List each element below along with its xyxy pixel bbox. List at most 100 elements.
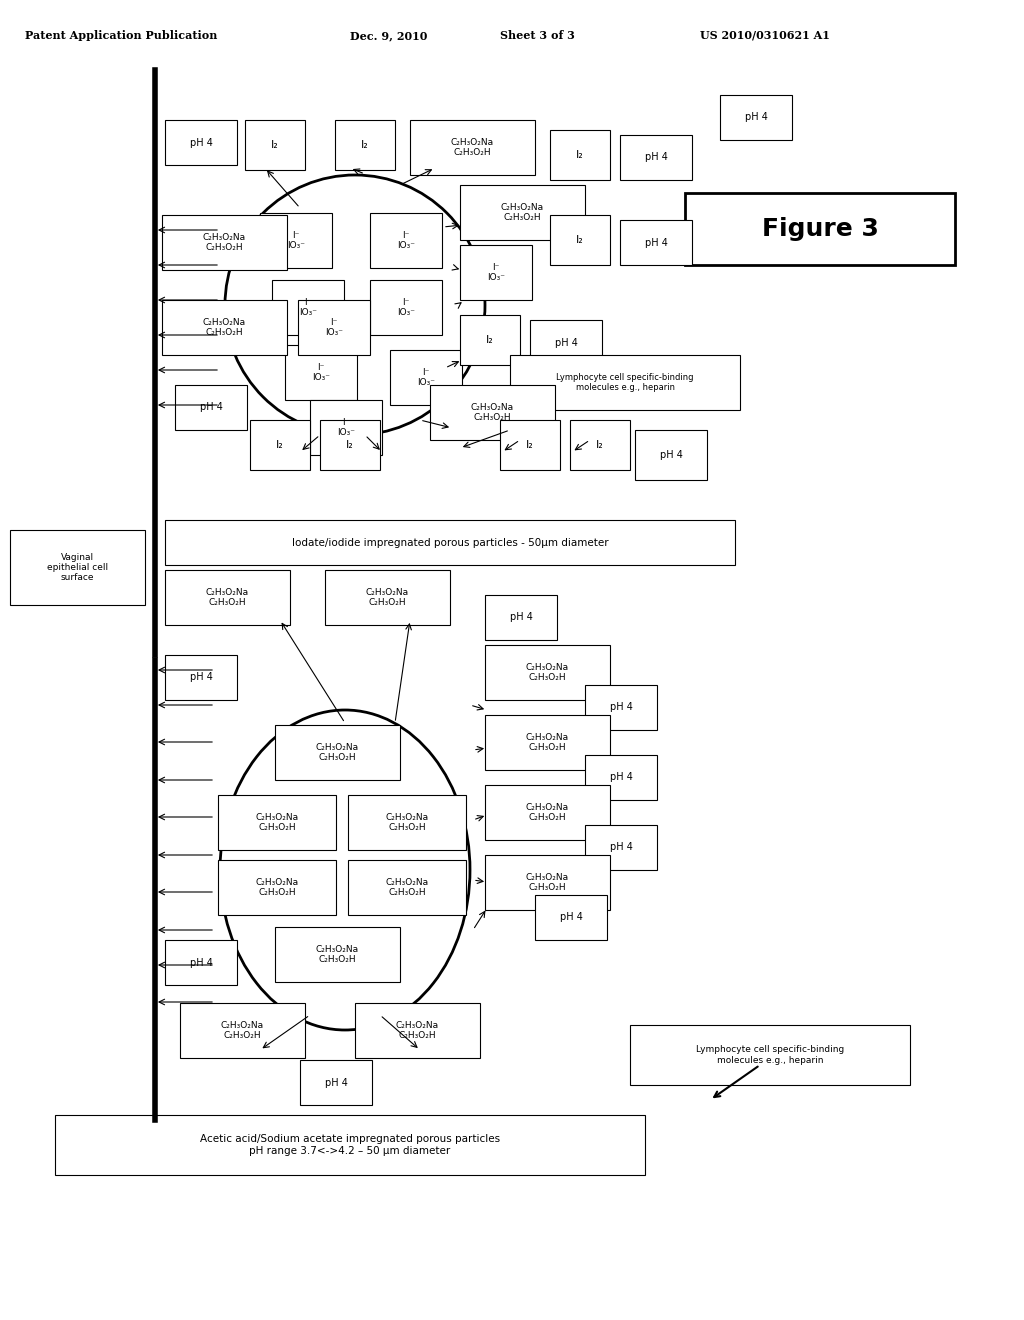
Text: Sheet 3 of 3: Sheet 3 of 3 — [500, 30, 574, 41]
FancyBboxPatch shape — [485, 855, 610, 909]
Text: pH 4: pH 4 — [555, 338, 578, 347]
Text: I₂: I₂ — [346, 440, 354, 450]
Text: pH 4: pH 4 — [744, 112, 767, 123]
Text: C₂H₃O₂Na
C₂H₃O₂H: C₂H₃O₂Na C₂H₃O₂H — [526, 733, 569, 752]
FancyBboxPatch shape — [485, 645, 610, 700]
FancyBboxPatch shape — [175, 385, 247, 430]
FancyBboxPatch shape — [325, 570, 450, 624]
FancyBboxPatch shape — [390, 350, 462, 405]
Text: I⁻
IO₃⁻: I⁻ IO₃⁻ — [397, 298, 415, 317]
FancyBboxPatch shape — [510, 355, 740, 411]
FancyBboxPatch shape — [285, 345, 357, 400]
Text: pH 4: pH 4 — [644, 153, 668, 162]
Text: C₂H₃O₂Na
C₂H₃O₂H: C₂H₃O₂Na C₂H₃O₂H — [501, 203, 544, 222]
Text: I⁻
IO₃⁻: I⁻ IO₃⁻ — [325, 318, 343, 337]
FancyBboxPatch shape — [218, 795, 336, 850]
FancyBboxPatch shape — [162, 215, 287, 271]
Text: C₂H₃O₂Na
C₂H₃O₂H: C₂H₃O₂Na C₂H₃O₂H — [206, 587, 249, 607]
FancyBboxPatch shape — [245, 120, 305, 170]
FancyBboxPatch shape — [550, 129, 610, 180]
Text: I⁻
IO₃⁻: I⁻ IO₃⁻ — [312, 363, 330, 383]
FancyBboxPatch shape — [410, 120, 535, 176]
FancyBboxPatch shape — [335, 120, 395, 170]
Text: C₂H₃O₂Na
C₂H₃O₂H: C₂H₃O₂Na C₂H₃O₂H — [471, 403, 514, 422]
FancyBboxPatch shape — [485, 785, 610, 840]
Text: pH 4: pH 4 — [659, 450, 682, 459]
Text: I⁻
IO₃⁻: I⁻ IO₃⁻ — [299, 298, 317, 317]
Text: pH 4: pH 4 — [609, 702, 633, 713]
FancyBboxPatch shape — [165, 120, 237, 165]
Text: US 2010/0310621 A1: US 2010/0310621 A1 — [700, 30, 829, 41]
FancyBboxPatch shape — [260, 213, 332, 268]
Text: C₂H₃O₂Na
C₂H₃O₂H: C₂H₃O₂Na C₂H₃O₂H — [396, 1020, 439, 1040]
Text: C₂H₃O₂Na
C₂H₃O₂H: C₂H₃O₂Na C₂H₃O₂H — [203, 232, 246, 252]
FancyBboxPatch shape — [348, 861, 466, 915]
Text: C₂H₃O₂Na
C₂H₃O₂H: C₂H₃O₂Na C₂H₃O₂H — [221, 1020, 264, 1040]
Text: C₂H₃O₂Na
C₂H₃O₂H: C₂H₃O₂Na C₂H₃O₂H — [316, 945, 359, 964]
FancyBboxPatch shape — [355, 1003, 480, 1059]
FancyBboxPatch shape — [685, 193, 955, 265]
Text: C₂H₃O₂Na
C₂H₃O₂H: C₂H₃O₂Na C₂H₃O₂H — [451, 137, 494, 157]
Text: I⁻
IO₃⁻: I⁻ IO₃⁻ — [397, 231, 415, 251]
FancyBboxPatch shape — [272, 280, 344, 335]
Text: C₂H₃O₂Na
C₂H₃O₂H: C₂H₃O₂Na C₂H₃O₂H — [526, 803, 569, 822]
FancyBboxPatch shape — [298, 300, 370, 355]
FancyBboxPatch shape — [585, 825, 657, 870]
FancyBboxPatch shape — [460, 246, 532, 300]
FancyBboxPatch shape — [310, 400, 382, 455]
Text: I⁻
IO₃⁻: I⁻ IO₃⁻ — [417, 368, 435, 387]
FancyBboxPatch shape — [630, 1026, 910, 1085]
FancyBboxPatch shape — [370, 213, 442, 268]
FancyBboxPatch shape — [485, 595, 557, 640]
FancyBboxPatch shape — [162, 300, 287, 355]
Text: pH 4: pH 4 — [189, 672, 212, 682]
Text: C₂H₃O₂Na
C₂H₃O₂H: C₂H₃O₂Na C₂H₃O₂H — [385, 878, 429, 898]
FancyBboxPatch shape — [460, 315, 520, 366]
Text: pH 4: pH 4 — [609, 842, 633, 853]
FancyBboxPatch shape — [720, 95, 792, 140]
Text: I₂: I₂ — [577, 150, 584, 160]
FancyBboxPatch shape — [635, 430, 707, 480]
Text: C₂H₃O₂Na
C₂H₃O₂H: C₂H₃O₂Na C₂H₃O₂H — [316, 743, 359, 762]
Text: pH 4: pH 4 — [644, 238, 668, 248]
FancyBboxPatch shape — [585, 755, 657, 800]
Text: Acetic acid/Sodium acetate impregnated porous particles
pH range 3.7<->4.2 – 50 : Acetic acid/Sodium acetate impregnated p… — [200, 1134, 500, 1156]
Text: pH 4: pH 4 — [189, 957, 212, 968]
FancyBboxPatch shape — [165, 570, 290, 624]
FancyBboxPatch shape — [55, 1115, 645, 1175]
FancyBboxPatch shape — [485, 715, 610, 770]
Text: I₂: I₂ — [526, 440, 534, 450]
Text: Patent Application Publication: Patent Application Publication — [25, 30, 217, 41]
FancyBboxPatch shape — [620, 220, 692, 265]
Text: pH 4: pH 4 — [559, 912, 583, 923]
FancyBboxPatch shape — [10, 531, 145, 605]
FancyBboxPatch shape — [585, 685, 657, 730]
Text: I₂: I₂ — [577, 235, 584, 246]
FancyBboxPatch shape — [165, 940, 237, 985]
FancyBboxPatch shape — [460, 185, 585, 240]
FancyBboxPatch shape — [500, 420, 560, 470]
Text: C₂H₃O₂Na
C₂H₃O₂H: C₂H₃O₂Na C₂H₃O₂H — [526, 873, 569, 892]
Text: C₂H₃O₂Na
C₂H₃O₂H: C₂H₃O₂Na C₂H₃O₂H — [526, 663, 569, 682]
FancyBboxPatch shape — [620, 135, 692, 180]
FancyBboxPatch shape — [570, 420, 630, 470]
FancyBboxPatch shape — [275, 927, 400, 982]
Text: C₂H₃O₂Na
C₂H₃O₂H: C₂H₃O₂Na C₂H₃O₂H — [366, 587, 409, 607]
Text: I₂: I₂ — [276, 440, 284, 450]
Text: I⁻
IO₃⁻: I⁻ IO₃⁻ — [287, 231, 305, 251]
FancyBboxPatch shape — [535, 895, 607, 940]
Text: Lymphocyte cell specific-binding
molecules e.g., heparin: Lymphocyte cell specific-binding molecul… — [556, 372, 693, 392]
FancyBboxPatch shape — [348, 795, 466, 850]
Text: Vaginal
epithelial cell
surface: Vaginal epithelial cell surface — [47, 553, 109, 582]
Text: I₂: I₂ — [271, 140, 279, 150]
FancyBboxPatch shape — [370, 280, 442, 335]
FancyBboxPatch shape — [180, 1003, 305, 1059]
Text: pH 4: pH 4 — [609, 772, 633, 783]
FancyBboxPatch shape — [300, 1060, 372, 1105]
FancyBboxPatch shape — [275, 725, 400, 780]
FancyBboxPatch shape — [218, 861, 336, 915]
FancyBboxPatch shape — [430, 385, 555, 440]
FancyBboxPatch shape — [530, 319, 602, 366]
Text: Figure 3: Figure 3 — [762, 216, 879, 242]
FancyBboxPatch shape — [165, 655, 237, 700]
